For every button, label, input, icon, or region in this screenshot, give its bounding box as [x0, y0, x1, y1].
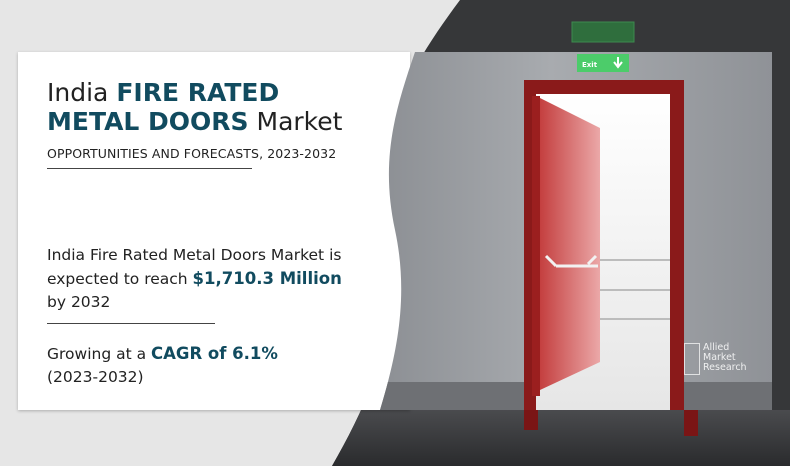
- forecast-line-2: expected to reach: [47, 270, 193, 288]
- divider-bottom: [47, 323, 215, 324]
- fire-door: [540, 98, 600, 390]
- panic-bar: [544, 254, 598, 268]
- watermark-logo-icon: [684, 343, 700, 375]
- cagr-value: CAGR of 6.1%: [151, 344, 278, 363]
- growth-text: Growing at a CAGR of 6.1% (2023-2032): [47, 342, 278, 389]
- watermark-line-1: Allied: [703, 342, 730, 353]
- growth-period: (2023-2032): [47, 368, 144, 386]
- svg-text:Exit: Exit: [582, 61, 598, 69]
- watermark-line-2: Market: [703, 352, 736, 363]
- growth-prefix: Growing at a: [47, 345, 152, 363]
- page-title: India FIRE RATED METAL DOORS Market: [47, 78, 387, 136]
- forecast-value: $1,710.3 Million: [192, 269, 342, 288]
- title-prefix: India: [47, 78, 117, 107]
- info-card: [18, 52, 410, 410]
- watermark-line-3: Research: [703, 362, 747, 373]
- title-bold-1: FIRE RATED: [116, 78, 280, 107]
- allied-market-research-watermark: Allied Market Research: [684, 343, 747, 375]
- exit-sign: [577, 54, 629, 72]
- divider-top: [47, 168, 252, 169]
- title-bold-2: METAL DOORS: [47, 107, 249, 136]
- forecast-text: India Fire Rated Metal Doors Market is e…: [47, 244, 377, 314]
- forecast-line-1: India Fire Rated Metal Doors Market is: [47, 246, 342, 264]
- subtitle: OPPORTUNITIES AND FORECASTS, 2023-2032: [47, 146, 337, 161]
- title-suffix: Market: [248, 107, 343, 136]
- forecast-line-3: by 2032: [47, 293, 111, 311]
